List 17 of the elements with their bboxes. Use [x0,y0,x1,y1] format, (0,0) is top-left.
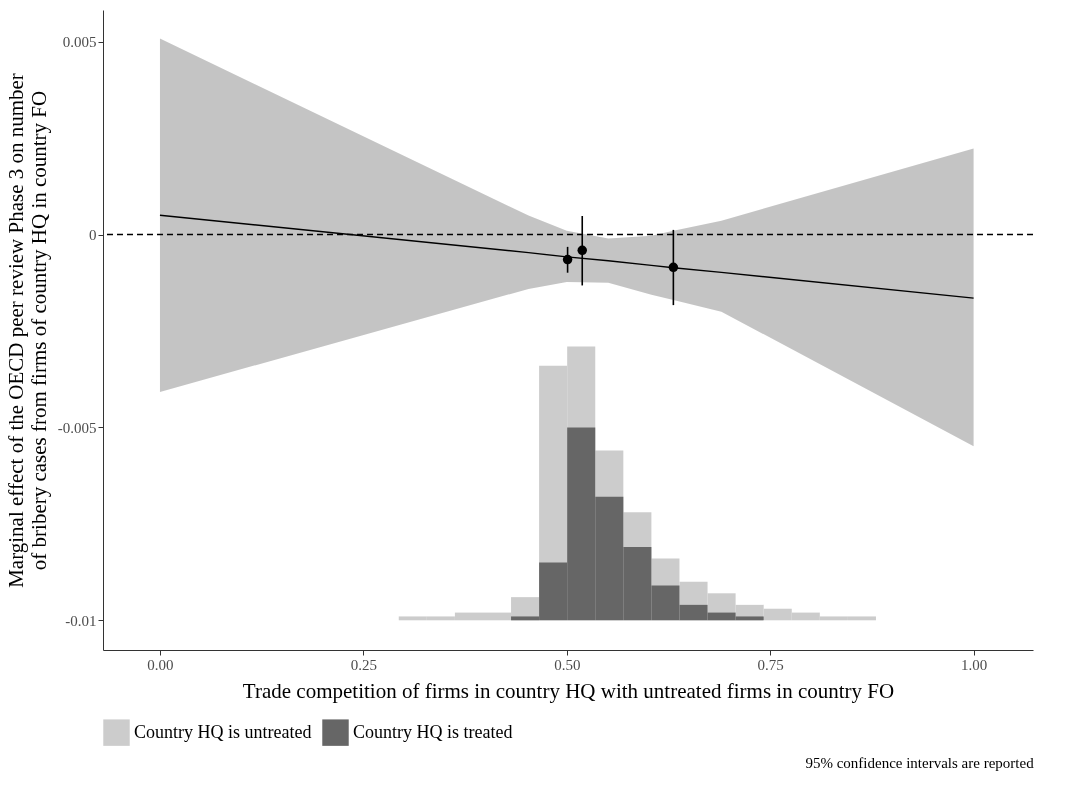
y-tick-label: -0.005 [57,419,97,436]
text: 95% confidence intervals are reported [805,755,1035,771]
y-tick-label: 0.005 [62,34,97,51]
x-tick-label: 0.00 [147,656,174,673]
y-axis-title: Marginal effect of the OECD peer review Phase 3 on number of bribery cases from firms of country HQ in country FO [3,73,51,588]
x-axis-title: Trade competition of firms in country HQ with untreated firms in country FO [242,678,895,703]
x-tick-label: 0.50 [554,656,581,673]
point [668,262,679,273]
x-tick-label: 0.75 [757,656,784,673]
y-tick-label: 0 [89,227,97,244]
legend-label: Country HQ is untreated [134,721,312,742]
point [577,245,587,256]
x-tick-label: 0.25 [350,656,377,673]
point [562,254,573,265]
x-tick-label: 1.00 [960,656,988,673]
y-tick-label: -0.01 [65,612,97,629]
legend-label: Country HQ is treated [353,721,513,742]
